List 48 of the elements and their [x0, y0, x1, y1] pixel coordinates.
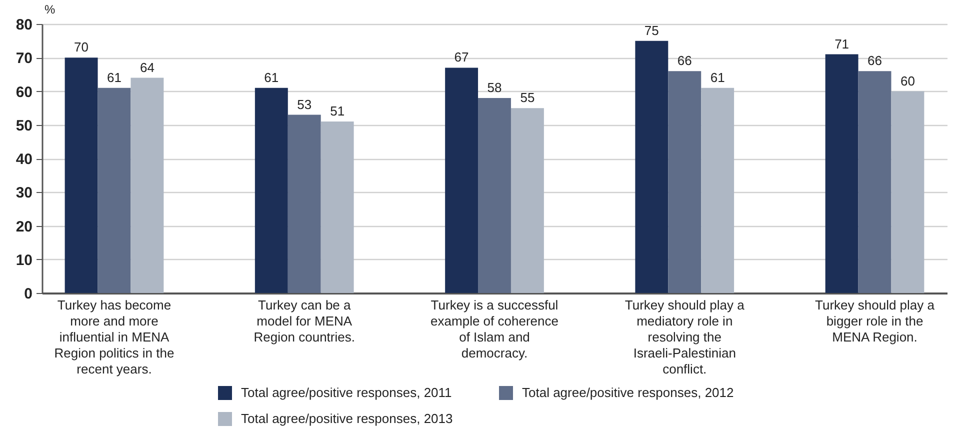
bar — [64, 58, 98, 293]
bar — [98, 88, 131, 293]
bar — [701, 88, 734, 293]
bar — [510, 108, 544, 293]
bar — [825, 54, 858, 293]
data-label: 70 — [74, 40, 89, 55]
y-tick-label: 80 — [16, 16, 32, 34]
data-label: 55 — [520, 90, 535, 106]
legend-label: Total agree/positive responses, 2013 — [241, 411, 453, 426]
bar — [858, 71, 892, 293]
data-label: 58 — [487, 80, 502, 95]
data-label: 60 — [900, 73, 915, 88]
bar — [445, 68, 478, 293]
bar — [668, 71, 702, 293]
legend-label: Total agree/positive responses, 2012 — [522, 385, 734, 400]
data-label: 71 — [834, 36, 850, 52]
legend-label: Total agree/positive responses, 2011 — [241, 385, 452, 400]
bar — [254, 88, 288, 293]
bar — [478, 98, 511, 293]
x-tick-label: Turkey should play a mediatory role in resolving the Israeli-Palestinian conflict. — [624, 298, 746, 376]
data-label: 51 — [330, 104, 345, 119]
data-label: 61 — [107, 70, 122, 85]
x-tick-label: Turkey has become more and more influential in MENA Region politics in the recent years. — [54, 298, 174, 376]
y-tick-label: 30 — [16, 184, 32, 202]
data-label: 64 — [140, 60, 154, 75]
bar — [320, 122, 354, 293]
data-label: 66 — [677, 53, 692, 68]
y-tick-label: 10 — [16, 252, 32, 269]
bar — [288, 114, 321, 293]
data-label: 53 — [297, 96, 312, 112]
data-label: 66 — [868, 53, 882, 68]
y-tick-label: 60 — [16, 84, 32, 101]
bar — [891, 91, 924, 293]
y-tick-label: 40 — [16, 151, 32, 168]
x-tick-label: Turkey is a successful example of coherence of Islam and democracy. — [430, 298, 558, 360]
y-tick-label: 50 — [16, 117, 32, 134]
x-tick-label: Turkey can be a model for MENA Region countries. — [254, 298, 355, 344]
y-axis-title: % — [44, 2, 56, 16]
bar — [130, 78, 164, 293]
data-label: 61 — [264, 70, 279, 85]
bar — [635, 40, 668, 293]
data-label: 61 — [710, 70, 725, 85]
y-tick-label: 20 — [16, 218, 32, 236]
y-tick-label: 0 — [24, 286, 32, 302]
data-label: 67 — [454, 50, 469, 65]
data-label: 75 — [644, 22, 659, 38]
x-tick-label: Turkey should play a bigger role in the MENA Region. — [815, 298, 936, 344]
y-tick-label: 70 — [16, 50, 32, 68]
